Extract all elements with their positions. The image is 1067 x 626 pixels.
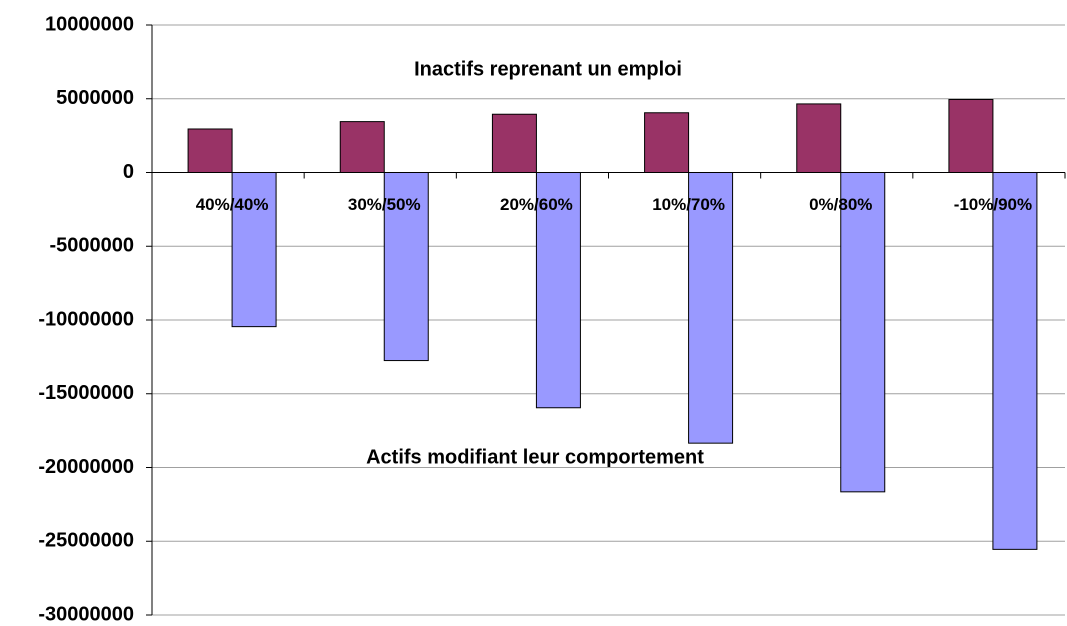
y-tick-label: -25000000 [38, 530, 134, 552]
x-tick-label: -10%/90% [954, 195, 1032, 214]
annotation: Actifs modifiant leur comportement [366, 446, 704, 468]
bar [992, 172, 1038, 550]
bar [187, 128, 233, 174]
y-tick-label: -5000000 [49, 235, 134, 257]
y-tick-label: 0 [123, 161, 134, 183]
y-tick-label: -20000000 [38, 456, 134, 478]
x-tick-label: 20%/60% [500, 195, 573, 214]
y-tick-label: -30000000 [38, 603, 134, 625]
annotation: Inactifs reprenant un emploi [414, 58, 682, 80]
bar [339, 121, 385, 174]
bar [491, 113, 537, 174]
x-tick-label: 0%/80% [809, 195, 872, 214]
x-tick-label: 30%/50% [348, 195, 421, 214]
y-tick-label: 5000000 [56, 87, 134, 109]
bar [840, 172, 886, 493]
x-tick-label: 10%/70% [652, 195, 725, 214]
bar [688, 172, 734, 444]
bar [796, 103, 842, 173]
x-tick-label: 40%/40% [196, 195, 269, 214]
y-tick-label: -10000000 [38, 308, 134, 330]
y-tick-label: 10000000 [45, 13, 134, 35]
bar [948, 98, 994, 173]
y-tick-label: -15000000 [38, 382, 134, 404]
bar [644, 112, 690, 173]
